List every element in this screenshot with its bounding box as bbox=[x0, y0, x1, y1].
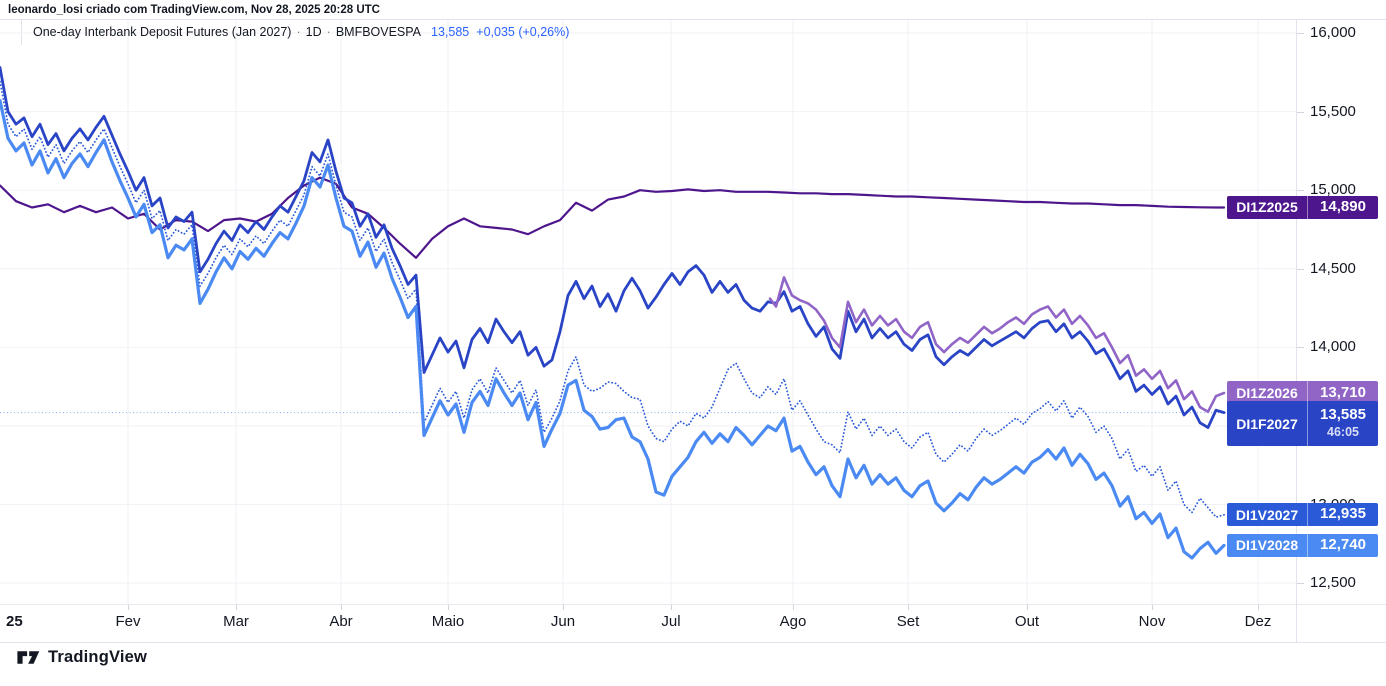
series-name-label: DI1V2027 bbox=[1235, 506, 1299, 523]
top-separator bbox=[0, 19, 1386, 20]
time-tick-mark bbox=[563, 605, 564, 610]
symbol-legend[interactable]: One-day Interbank Deposit Futures (Jan 2… bbox=[33, 25, 569, 39]
time-tick-label: Maio bbox=[431, 613, 465, 630]
time-tick-label: Fev bbox=[115, 613, 141, 630]
price-label-DI1Z2026[interactable]: DI1Z2026 13,710 bbox=[1227, 381, 1378, 405]
price-label-DI1V2027[interactable]: DI1V2027 12,935 bbox=[1227, 503, 1378, 527]
series-name-label: DI1F2027 bbox=[1236, 415, 1298, 432]
time-tick-label: Out bbox=[1014, 613, 1040, 630]
price-tick-mark bbox=[1297, 111, 1304, 113]
price-tick-mark bbox=[1297, 347, 1304, 349]
series-price-value: 13,710 bbox=[1307, 381, 1378, 405]
time-tick-label: 25 bbox=[6, 613, 23, 630]
time-tick-mark bbox=[448, 605, 449, 610]
time-axis[interactable]: 25 Fev Mar Abr Maio Jun Jul Ago Set Out Nov Dez bbox=[0, 604, 1386, 642]
time-tick-mark bbox=[236, 605, 237, 610]
tradingview-logo-icon bbox=[17, 651, 40, 664]
price-tick-mark bbox=[1297, 268, 1304, 270]
time-tick-label: Jul bbox=[661, 613, 681, 630]
interval-label: 1D bbox=[305, 25, 322, 39]
tradingview-footer-link[interactable]: TradingView bbox=[16, 648, 147, 667]
price-tick-mark bbox=[1297, 583, 1304, 585]
price-tick-label: 16,000 bbox=[1310, 24, 1356, 41]
price-tick-label: 15,500 bbox=[1310, 102, 1356, 120]
series-name-label: DI1Z2025 bbox=[1236, 199, 1298, 216]
time-tick-label: Jun bbox=[550, 613, 576, 630]
time-tick-label: Mar bbox=[223, 613, 249, 630]
time-tick-label: Nov bbox=[1138, 613, 1166, 630]
price-label-DI1Z2025[interactable]: DI1Z2025 14,890 bbox=[1227, 195, 1378, 219]
time-tick-mark bbox=[1152, 605, 1153, 610]
time-tick-label: Abr bbox=[329, 613, 353, 630]
series-line-DI1F2027 bbox=[0, 66, 1226, 429]
series-line-DI1V2027 bbox=[0, 80, 1225, 518]
price-tick-mark bbox=[1297, 190, 1304, 192]
time-tick-mark bbox=[908, 605, 909, 610]
series-name-label: DI1Z2026 bbox=[1236, 384, 1298, 401]
time-tick-label: Ago bbox=[779, 613, 807, 630]
price-label-DI1F2027[interactable]: DI1F2027 13,585 46:05 bbox=[1227, 401, 1378, 447]
bar-countdown: 46:05 bbox=[1327, 425, 1359, 440]
exchange-label: BMFBOVESPA bbox=[335, 25, 422, 39]
time-tick-mark bbox=[1258, 605, 1259, 610]
time-tick-label: Dez bbox=[1244, 613, 1272, 630]
price-tick-label: 15,000 bbox=[1310, 181, 1356, 199]
separator-dot: · bbox=[326, 25, 331, 39]
series-price-value: 12,740 bbox=[1307, 533, 1378, 557]
time-tick-mark bbox=[1027, 605, 1028, 610]
price-tick-label: 14,500 bbox=[1310, 259, 1356, 277]
series-line-DI1V2028 bbox=[0, 98, 1226, 560]
time-tick-label: Set bbox=[896, 613, 920, 630]
tradingview-logo-text: TradingView bbox=[48, 648, 148, 666]
bottom-separator bbox=[0, 642, 1386, 643]
chart-plot-area[interactable] bbox=[0, 0, 1296, 604]
attribution-text: leonardo_losi criado com TradingView.com… bbox=[8, 4, 380, 16]
series-price-value: 14,890 bbox=[1307, 195, 1378, 219]
separator-dot: · bbox=[296, 25, 301, 39]
series-price-value: 13,585 46:05 bbox=[1307, 401, 1378, 447]
time-tick-mark bbox=[128, 605, 129, 610]
series-name-label: DI1V2028 bbox=[1235, 537, 1299, 554]
last-price: 13,585 bbox=[431, 25, 470, 39]
time-tick-mark bbox=[793, 605, 794, 610]
symbol-title: One-day Interbank Deposit Futures (Jan 2… bbox=[33, 25, 292, 39]
price-axis-separator bbox=[1296, 19, 1297, 642]
time-tick-mark bbox=[671, 605, 672, 610]
series-price-value: 12,935 bbox=[1307, 503, 1378, 527]
series-line-DI1Z2025 bbox=[0, 176, 1226, 259]
price-tick-label: 14,000 bbox=[1310, 338, 1356, 356]
time-tick-mark bbox=[341, 605, 342, 610]
price-tick-label: 12,500 bbox=[1310, 574, 1356, 592]
price-change: +0,035 (+0,26%) bbox=[476, 25, 570, 39]
price-tick-mark bbox=[1297, 33, 1304, 34]
time-axis-separator bbox=[0, 604, 1386, 605]
price-label-DI1V2028[interactable]: DI1V2028 12,740 bbox=[1227, 533, 1378, 557]
series-line-DI1Z2026 bbox=[768, 276, 1226, 414]
